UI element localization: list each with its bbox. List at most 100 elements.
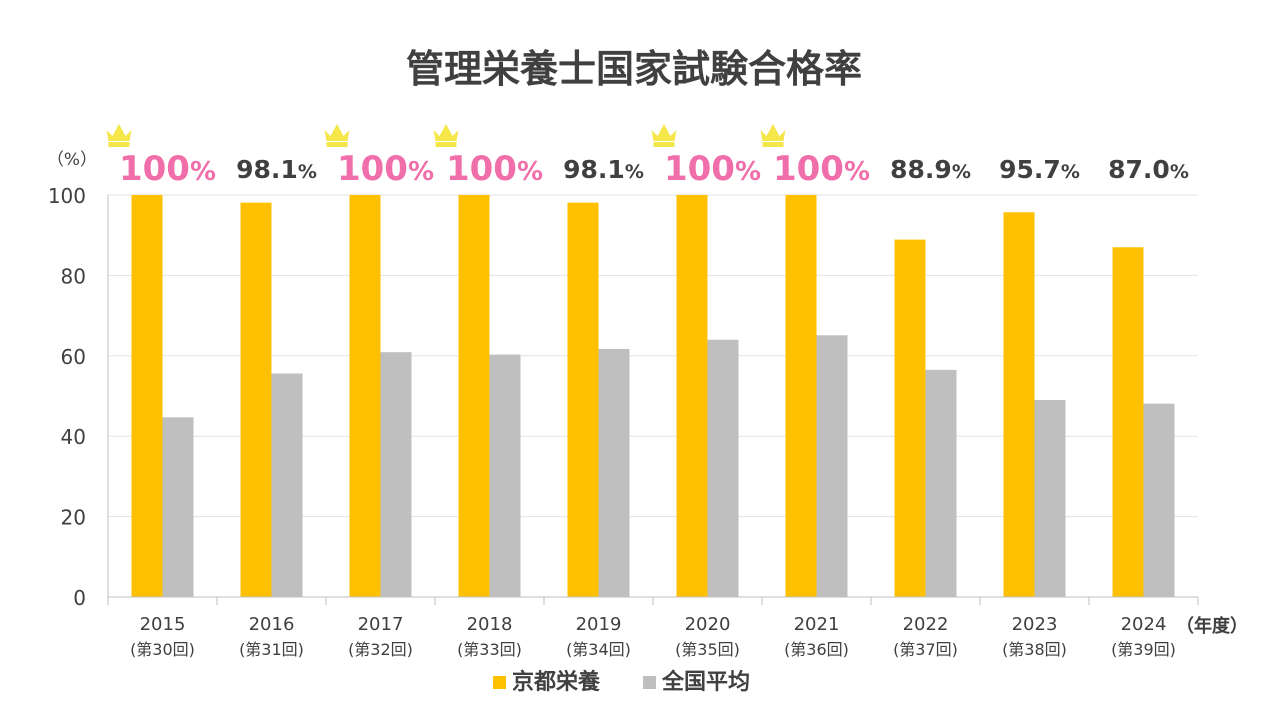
crown-icon xyxy=(324,124,350,147)
crown-band xyxy=(435,142,457,147)
bar-national-average xyxy=(1143,403,1175,597)
crown-shape xyxy=(324,124,350,141)
crown-shape xyxy=(651,124,677,141)
bar-kyoto-eiyo xyxy=(240,202,272,597)
bars xyxy=(131,195,1175,597)
legend-label-national-average: 全国平均 xyxy=(661,669,750,695)
x-tick-label: 2022 xyxy=(903,614,949,635)
crown-band xyxy=(326,142,348,147)
data-label-unit: % xyxy=(844,157,870,187)
data-label-unit: % xyxy=(298,161,317,183)
data-label: 100% xyxy=(773,149,870,189)
y-tick-label: 40 xyxy=(61,425,86,449)
bar-national-average xyxy=(271,373,303,597)
x-tick-sublabel: (第32回) xyxy=(348,640,413,659)
legend-swatch-national-average xyxy=(643,676,656,689)
bar-national-average xyxy=(707,339,739,597)
y-tick-label: 60 xyxy=(61,345,86,369)
data-label: 98.1% xyxy=(236,155,317,184)
legend-swatch-kyoto-eiyo xyxy=(493,676,506,689)
data-label-value: 87.0 xyxy=(1108,155,1170,184)
x-tick-sublabel: (第39回) xyxy=(1111,640,1176,659)
bar-national-average xyxy=(598,348,630,597)
bar-kyoto-eiyo xyxy=(567,202,599,597)
data-label-unit: % xyxy=(952,161,971,183)
crown-band xyxy=(653,142,675,147)
data-label-value: 98.1 xyxy=(563,155,625,184)
crown-shape xyxy=(106,124,132,141)
x-tick-label: 2018 xyxy=(467,614,513,635)
x-tick-sublabel: (第31回) xyxy=(239,640,304,659)
bar-kyoto-eiyo xyxy=(785,195,817,597)
bar-kyoto-eiyo xyxy=(676,195,708,597)
crown-icon xyxy=(433,124,459,147)
crown-icon xyxy=(106,124,132,147)
axes: 0 20 40 60 80 100 2015 (第30回) 2016 (第31回) 2017 (第32… xyxy=(48,184,1199,659)
bar-kyoto-eiyo xyxy=(349,195,381,597)
x-tick-sublabel: (第33回) xyxy=(457,640,522,659)
x-tick-sublabel: (第38回) xyxy=(1002,640,1067,659)
data-label-value: 100 xyxy=(446,149,517,189)
bar-kyoto-eiyo xyxy=(894,239,926,597)
crown-icon xyxy=(760,124,786,147)
data-label: 100% xyxy=(119,149,216,189)
x-tick-label: 2024 xyxy=(1121,614,1167,635)
crown-icon xyxy=(651,124,677,147)
data-label-value: 88.9 xyxy=(890,155,952,184)
x-tick-label: 2015 xyxy=(140,614,186,635)
data-label: 87.0% xyxy=(1108,155,1189,184)
chart-title: 管理栄養士国家試験合格率 xyxy=(406,47,862,91)
bar-kyoto-eiyo xyxy=(1003,212,1035,597)
y-axis-unit-label: （%） xyxy=(47,150,97,170)
bar-national-average xyxy=(380,352,412,597)
bar-national-average xyxy=(162,417,194,597)
x-tick-label: 2016 xyxy=(249,614,295,635)
x-tick-sublabel: (第34回) xyxy=(566,640,631,659)
bar-national-average xyxy=(925,369,957,597)
data-label-unit: % xyxy=(517,157,543,187)
y-tick-label: 0 xyxy=(73,586,86,610)
bar-kyoto-eiyo xyxy=(1112,247,1144,597)
data-label: 88.9% xyxy=(890,155,971,184)
data-label: 100% xyxy=(664,149,761,189)
y-tick-label: 100 xyxy=(48,184,86,208)
bar-national-average xyxy=(816,335,848,597)
data-label-value: 100 xyxy=(337,149,408,189)
data-label-unit: % xyxy=(190,157,216,187)
x-tick-sublabel: (第36回) xyxy=(784,640,849,659)
data-labels: 100% 98.1% 100% 100% 98.1% 100% 100% 88.9% 95.7%… xyxy=(106,124,1189,189)
data-label-value: 95.7 xyxy=(999,155,1061,184)
x-tick-sublabel: (第30回) xyxy=(130,640,195,659)
legend: 京都栄養 全国平均 xyxy=(493,669,750,695)
x-tick-label: 2019 xyxy=(576,614,622,635)
bar-kyoto-eiyo xyxy=(458,195,490,597)
data-label-unit: % xyxy=(1061,161,1080,183)
data-label: 98.1% xyxy=(563,155,644,184)
y-tick-label: 80 xyxy=(61,264,86,288)
data-label-value: 100 xyxy=(773,149,844,189)
data-label: 100% xyxy=(446,149,543,189)
data-label-value: 100 xyxy=(664,149,735,189)
crown-shape xyxy=(433,124,459,141)
x-tick-label: 2017 xyxy=(358,614,404,635)
bar-national-average xyxy=(1034,400,1066,597)
legend-label-kyoto-eiyo: 京都栄養 xyxy=(512,669,600,695)
bar-national-average xyxy=(489,354,521,597)
x-axis-unit-label: （年度） xyxy=(1176,615,1248,637)
x-tick-sublabel: (第35回) xyxy=(675,640,740,659)
x-tick-label: 2021 xyxy=(794,614,840,635)
y-tick-label: 20 xyxy=(61,506,86,530)
x-tick-sublabel: (第37回) xyxy=(893,640,958,659)
data-label: 100% xyxy=(337,149,434,189)
data-label-unit: % xyxy=(408,157,434,187)
data-label-unit: % xyxy=(625,161,644,183)
x-tick-label: 2020 xyxy=(685,614,731,635)
data-label-value: 98.1 xyxy=(236,155,298,184)
crown-band xyxy=(762,142,784,147)
data-label-unit: % xyxy=(1170,161,1189,183)
bar-kyoto-eiyo xyxy=(131,195,163,597)
x-tick-label: 2023 xyxy=(1012,614,1058,635)
crown-shape xyxy=(760,124,786,141)
data-label-value: 100 xyxy=(119,149,190,189)
